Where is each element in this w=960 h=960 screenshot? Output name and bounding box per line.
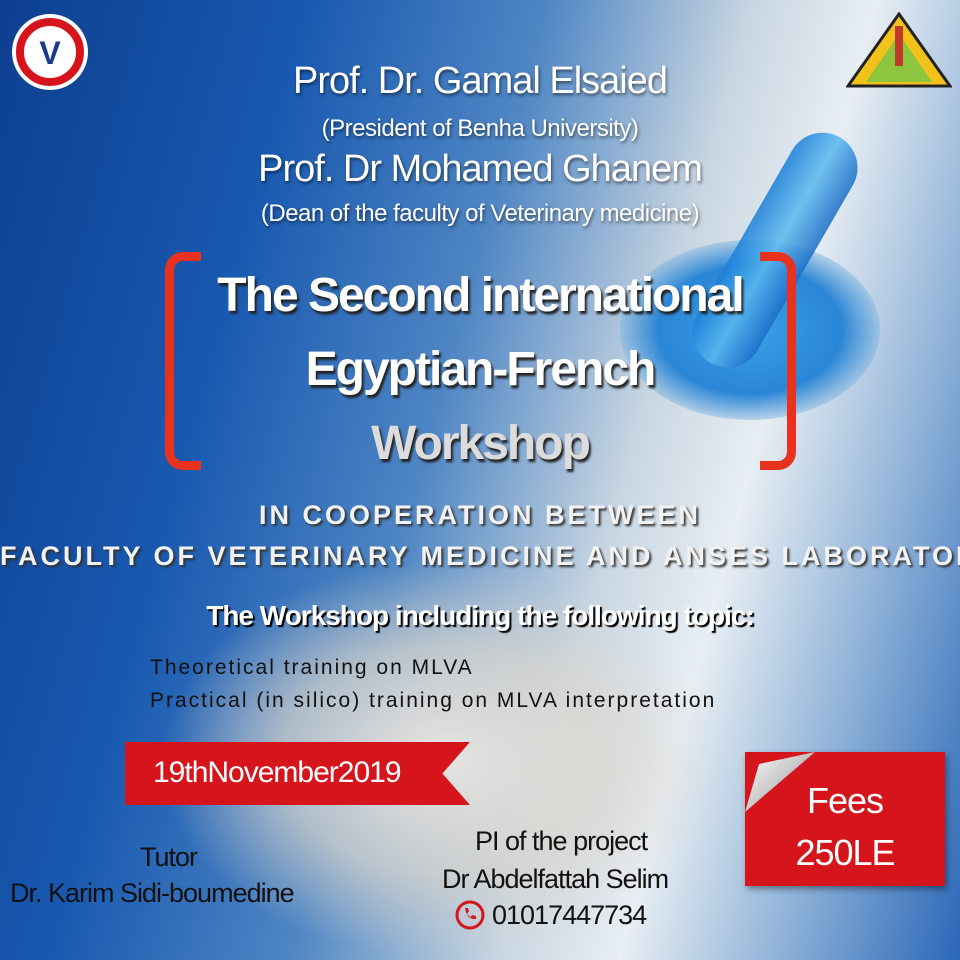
pi-label: PI of the project (475, 826, 648, 856)
title-line-2: Egyptian-French (305, 343, 657, 396)
pi-name: Dr Abdelfattah Selim (442, 864, 669, 894)
phone-icon (455, 900, 485, 930)
faculty-logo: V (12, 14, 88, 90)
dean-name: Prof. Dr Mohamed Ghanem (258, 148, 703, 190)
event-date: 19thNovember2019 (153, 756, 402, 789)
fees-label: Fees (806, 780, 884, 821)
fees-amount: 250LE (795, 832, 895, 873)
topics-heading: The Workshop including the following top… (206, 600, 755, 631)
date-ribbon: 19thNovember2019 (125, 742, 470, 805)
tutor-label: Tutor (140, 842, 198, 872)
title-line-1: The Second international (217, 269, 744, 322)
president-name: Prof. Dr. Gamal Elsaied (292, 60, 668, 102)
fees-badge: Fees 250LE (745, 752, 945, 886)
topic-item: Theoretical training on MLVA (150, 656, 474, 679)
tutor-name: Dr. Karim Sidi-boumedine (10, 878, 295, 908)
title-line-3: Workshop (371, 417, 591, 470)
topic-item: Practical (in silico) training on MLVA i… (150, 689, 717, 712)
cooperation-line-2: FACULTY OF VETERINARY MEDICINE AND ANSES… (0, 541, 960, 571)
university-logo (846, 12, 952, 88)
cooperation-line-1: IN COOPERATION BETWEEN (258, 500, 701, 530)
left-bracket (165, 252, 201, 470)
right-bracket (760, 252, 796, 470)
dean-role: (Dean of the faculty of Veterinary medic… (260, 200, 700, 227)
svg-text:V: V (39, 35, 61, 71)
president-role: (President of Benha University) (321, 115, 639, 142)
pi-phone: 01017447734 (492, 900, 647, 930)
